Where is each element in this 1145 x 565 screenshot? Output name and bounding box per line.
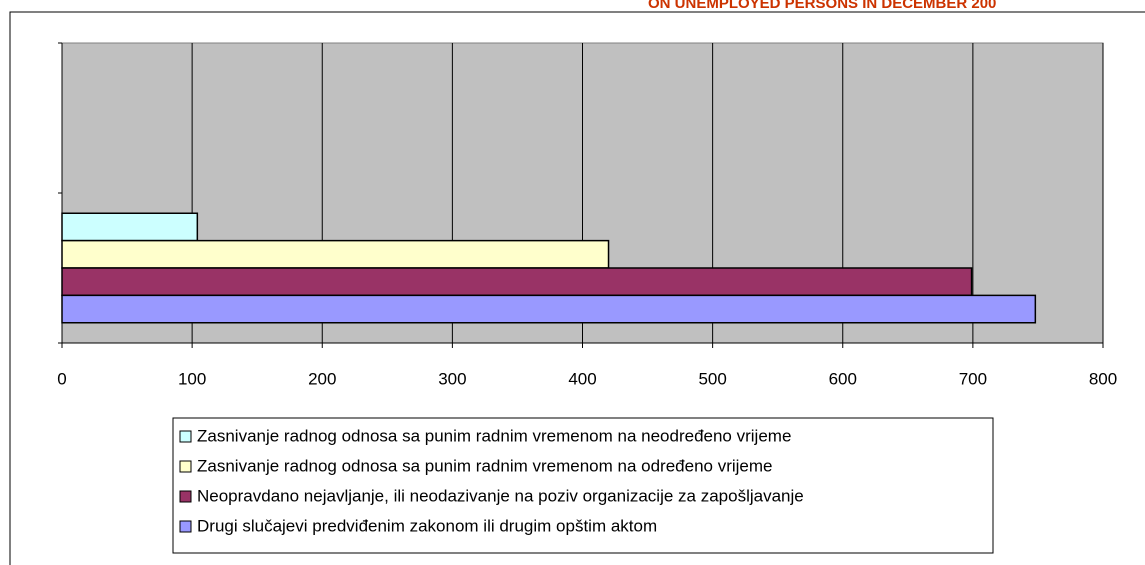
title-bg	[630, 0, 1145, 11]
bar	[61, 239, 610, 269]
x-tick-label: 200	[308, 369, 336, 388]
legend	[172, 417, 994, 554]
x-tick-label: 600	[829, 369, 857, 388]
chart-title: ON UNEMPLOYED PERSONS IN DECEMBER 200	[648, 0, 996, 12]
legend-label: Drugi slučajevi predviđenim zakonom ili …	[197, 516, 657, 535]
bar	[61, 294, 1037, 324]
bar	[61, 267, 973, 297]
x-tick-label: 500	[698, 369, 726, 388]
x-tick-label: 800	[1089, 369, 1117, 388]
legend-swatch	[179, 430, 192, 443]
legend-label: Neopravdano nejavljanje, ili neodazivanj…	[197, 486, 804, 505]
x-tick-label: 300	[438, 369, 466, 388]
bar	[61, 212, 199, 242]
legend-swatch	[179, 460, 192, 473]
x-tick-label: 400	[568, 369, 596, 388]
x-tick-label: 0	[57, 369, 66, 388]
x-tick-label: 100	[178, 369, 206, 388]
x-tick-label: 700	[959, 369, 987, 388]
legend-label: Zasnivanje radnog odnosa sa punim radnim…	[197, 426, 791, 445]
legend-swatch	[179, 490, 192, 503]
legend-label: Zasnivanje radnog odnosa sa punim radnim…	[197, 456, 773, 475]
legend-swatch	[179, 520, 192, 533]
